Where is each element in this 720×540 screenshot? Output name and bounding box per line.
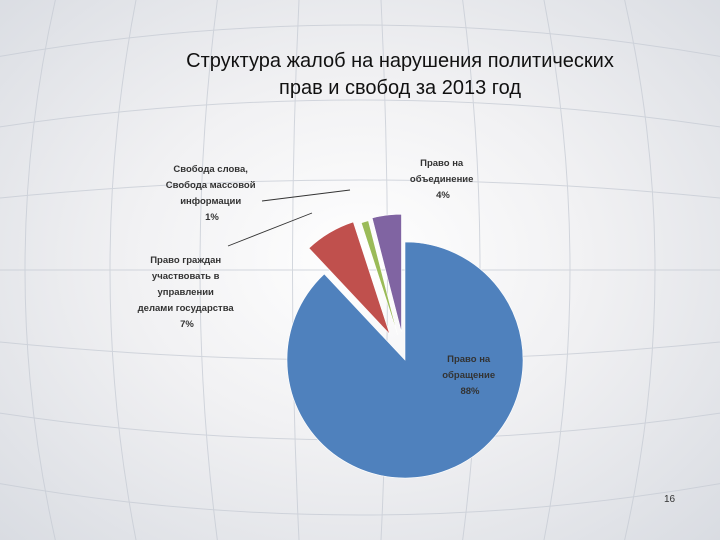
slice-svoboda-slova [360,220,399,336]
label-grazhdan-line-1: Право граждан [150,255,221,266]
label-grazhdan-line-3: управлении [157,287,214,298]
label-obedinenie-line-2: объединение [410,174,474,185]
label-obedinenie-line-1: Право на [420,158,464,169]
label-obraschenie-line-2: обращение [442,370,495,381]
label-obraschenie-percent: 88% [460,386,480,397]
label-svoboda-line-1: Свобода слова, [173,164,248,175]
label-obedinenie-percent: 4% [436,190,450,201]
page-number: 16 [664,494,676,505]
label-obraschenie-line-1: Право на [447,354,491,365]
leader-line-participation [227,212,313,247]
slice-pravo-grazhdan [308,221,391,335]
label-svoboda-line-3: информации [180,196,241,207]
title-line-2: прав и свобод за 2013 год [279,77,521,99]
title-line-1: Структура жалоб на нарушения политически… [186,50,614,72]
label-svoboda-line-2: Свобода массовой [166,180,256,191]
label-grazhdan-percent: 7% [180,319,194,330]
label-svoboda-percent: 1% [205,212,219,223]
label-pravo-na-obraschenie: Право на обращение 88% [442,354,498,397]
slice-pravo-na-obraschenie [286,241,524,479]
leader-line-freedom-of-speech [261,189,351,202]
label-pravo-grazhdan: Право граждан участвовать в управлении д… [138,255,237,330]
label-svoboda-slova: Свобода слова, Свобода массовой информац… [166,164,258,223]
label-pravo-na-obedinenie: Право на объединение 4% [410,158,476,201]
label-grazhdan-line-2: участвовать в [152,271,220,282]
slice-pravo-na-obedinenie [371,213,402,333]
label-grazhdan-line-4: делами государства [138,303,235,314]
slide-title: Структура жалоб на нарушения политически… [40,48,720,102]
